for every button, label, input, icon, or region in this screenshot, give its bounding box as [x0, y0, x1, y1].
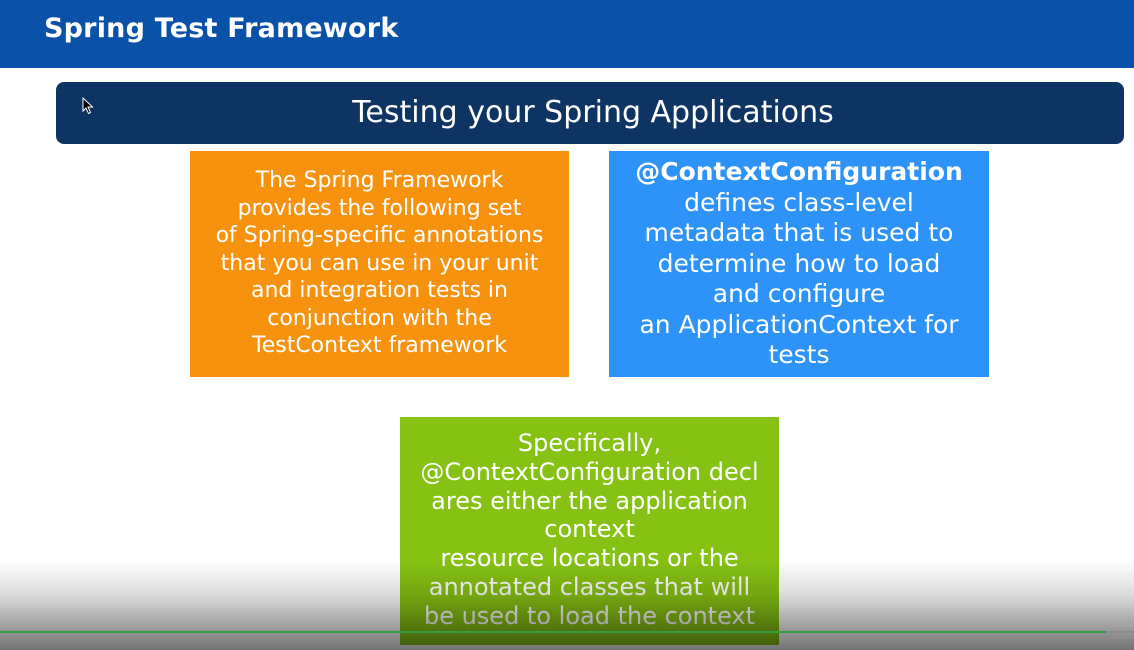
video-progress-bar[interactable]: [0, 631, 1134, 633]
orange-box-line: of Spring-specific annotations: [215, 223, 544, 248]
blue-box-line: an ApplicationContext for: [639, 309, 959, 339]
subtitle-text: Testing your Spring Applications: [352, 95, 834, 130]
blue-info-box: @ContextConfiguration defines class-leve…: [609, 151, 989, 377]
blue-box-heading: @ContextConfiguration: [635, 157, 963, 186]
green-box-line: context: [544, 515, 635, 544]
green-info-box: Specifically, @ContextConfiguration decl…: [400, 417, 779, 645]
blue-box-line: and configure: [712, 279, 886, 308]
green-box-line: resource locations or the: [440, 544, 739, 573]
orange-box-line: and integration tests in: [251, 278, 508, 303]
mouse-pointer-icon: [82, 97, 94, 115]
orange-box-line: provides the following set: [237, 195, 522, 221]
video-progress-fill: [0, 631, 1106, 633]
header-bar: Spring Test Framework: [0, 0, 1134, 68]
blue-box-line: metadata that is used to: [644, 218, 954, 247]
orange-box-line: The Spring Framework: [255, 168, 504, 193]
green-box-line: @ContextConfiguration decl: [420, 457, 759, 486]
green-box-line: ares either the application: [431, 486, 748, 515]
orange-info-box: The Spring Framework provides the follow…: [190, 151, 569, 377]
blue-box-line: determine how to load: [657, 248, 941, 278]
slide-title: Spring Test Framework: [44, 13, 399, 44]
blue-box-line: defines class-level: [684, 187, 914, 217]
blue-box-line: tests: [768, 340, 830, 369]
green-box-line: annotated classes that will: [428, 572, 751, 601]
subtitle-banner: Testing your Spring Applications: [56, 82, 1124, 144]
green-box-line: be used to load the context: [423, 601, 756, 630]
orange-box-line: TestContext framework: [252, 333, 507, 358]
orange-box-line: conjunction with the: [267, 305, 492, 331]
orange-box-line: that you can use in your unit: [220, 250, 539, 276]
green-box-line: Specifically,: [517, 429, 662, 457]
